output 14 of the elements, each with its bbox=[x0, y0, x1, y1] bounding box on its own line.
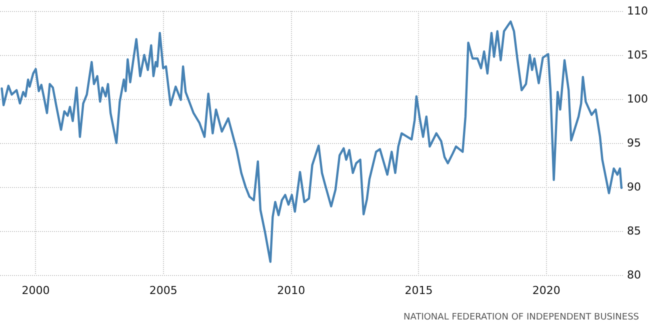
y-tick-label: 100 bbox=[627, 92, 648, 106]
x-tick-label: 2020 bbox=[532, 284, 560, 297]
y-tick-label: 105 bbox=[627, 48, 648, 62]
y-tick-label: 90 bbox=[627, 180, 642, 194]
x-tick-label: 2005 bbox=[149, 284, 178, 297]
y-tick-label: 110 bbox=[627, 4, 648, 18]
x-tick-label: 2010 bbox=[277, 284, 306, 297]
y-tick-label: 80 bbox=[627, 268, 642, 282]
y-tick-label: 85 bbox=[627, 224, 642, 238]
y-tick-label: 95 bbox=[627, 136, 642, 150]
text: NATIONAL FEDERATION OF INDEPENDENT BUSINESS bbox=[404, 312, 640, 322]
x-tick-label: 2015 bbox=[404, 284, 433, 297]
line-series bbox=[0, 20, 623, 263]
x-tick-label: 2000 bbox=[22, 284, 50, 297]
